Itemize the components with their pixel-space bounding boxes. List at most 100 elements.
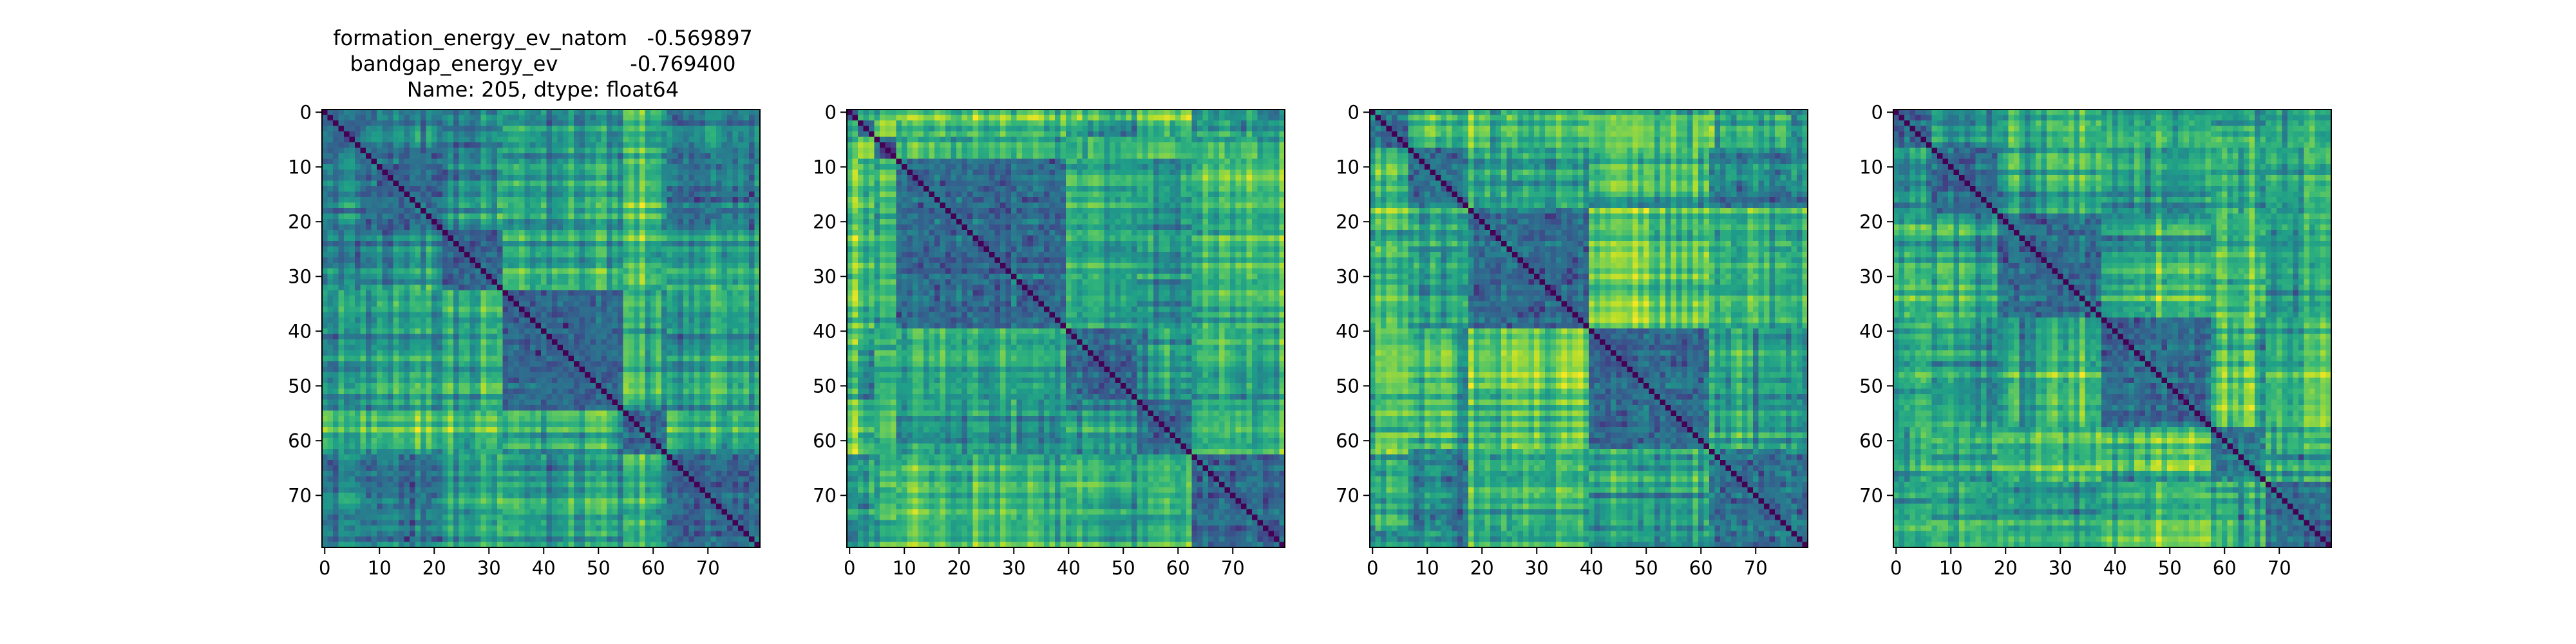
heatmap-cell bbox=[393, 410, 399, 417]
heatmap-cell bbox=[333, 345, 339, 351]
heatmap-cell bbox=[727, 153, 734, 160]
heatmap-cell bbox=[661, 438, 668, 444]
heatmap-cell bbox=[448, 290, 454, 296]
heatmap-cell bbox=[480, 345, 487, 351]
heatmap-cell bbox=[355, 115, 361, 121]
heatmap-cell bbox=[480, 427, 487, 433]
heatmap-cell bbox=[415, 290, 421, 296]
heatmap-cell bbox=[710, 169, 717, 176]
heatmap-cell bbox=[371, 449, 377, 455]
heatmap-cell bbox=[388, 394, 394, 401]
heatmap-cell bbox=[530, 164, 536, 171]
heatmap-cell bbox=[393, 388, 399, 395]
heatmap-cell bbox=[475, 202, 482, 209]
heatmap-cell bbox=[344, 427, 350, 433]
heatmap-cell bbox=[377, 252, 383, 258]
heatmap-cell bbox=[557, 421, 564, 428]
heatmap-cell bbox=[650, 388, 657, 395]
heatmap-cell bbox=[563, 301, 569, 307]
heatmap-cell bbox=[656, 307, 662, 313]
heatmap-cell bbox=[360, 126, 366, 132]
heatmap-cell bbox=[355, 186, 361, 193]
heatmap-cell bbox=[519, 164, 526, 171]
heatmap-cell bbox=[344, 399, 350, 406]
heatmap-cell bbox=[442, 147, 449, 154]
heatmap-cell bbox=[568, 246, 574, 252]
heatmap-cell bbox=[612, 328, 618, 335]
heatmap-cell bbox=[710, 355, 717, 362]
heatmap-cell bbox=[688, 257, 695, 263]
heatmap-cell bbox=[710, 109, 717, 116]
heatmap-cell bbox=[491, 350, 498, 357]
heatmap-cell bbox=[426, 438, 432, 444]
heatmap-cell bbox=[629, 366, 635, 373]
heatmap-cell bbox=[349, 312, 355, 318]
heatmap-cell bbox=[579, 224, 585, 231]
heatmap-cell bbox=[634, 186, 640, 193]
heatmap-cell bbox=[579, 186, 585, 193]
heatmap-cell bbox=[732, 410, 739, 417]
heatmap-cell bbox=[459, 350, 465, 357]
heatmap-cell bbox=[459, 197, 465, 204]
heatmap-cell bbox=[393, 334, 399, 340]
heatmap-cell bbox=[546, 180, 553, 187]
heatmap-cell bbox=[705, 350, 712, 357]
heatmap-cell bbox=[404, 301, 410, 307]
heatmap-cell bbox=[431, 120, 438, 127]
heatmap-cell bbox=[388, 126, 394, 132]
heatmap-cell bbox=[491, 169, 498, 176]
heatmap-cell bbox=[491, 241, 498, 247]
heatmap-cell bbox=[322, 290, 328, 296]
heatmap-cell bbox=[579, 355, 585, 362]
heatmap-cell bbox=[705, 137, 712, 143]
heatmap-cell bbox=[388, 405, 394, 412]
heatmap-cell bbox=[371, 285, 377, 291]
heatmap-cell bbox=[688, 175, 695, 182]
heatmap-cell bbox=[535, 147, 542, 154]
heatmap-cell bbox=[656, 279, 662, 285]
heatmap-cell bbox=[563, 252, 569, 258]
heatmap-cell bbox=[716, 377, 723, 384]
heatmap-cell bbox=[410, 416, 416, 422]
heatmap-cell bbox=[327, 405, 334, 412]
heatmap-cell bbox=[546, 388, 553, 395]
heatmap-cell bbox=[502, 115, 509, 121]
heatmap-cell bbox=[541, 328, 547, 335]
heatmap-cell bbox=[388, 180, 394, 187]
heatmap-cell bbox=[360, 191, 366, 198]
heatmap-cell bbox=[508, 109, 515, 116]
heatmap-cell bbox=[535, 350, 542, 357]
heatmap-cell bbox=[596, 285, 602, 291]
heatmap-cell bbox=[552, 186, 558, 193]
heatmap-cell bbox=[749, 421, 755, 428]
heatmap-cell bbox=[530, 366, 536, 373]
heatmap-cell bbox=[442, 290, 449, 296]
heatmap-cell bbox=[459, 361, 465, 368]
heatmap-cell bbox=[694, 175, 701, 182]
heatmap-cell bbox=[688, 366, 695, 373]
heatmap-cell bbox=[639, 257, 646, 263]
heatmap-cell bbox=[699, 323, 706, 329]
heatmap-cell bbox=[677, 416, 684, 422]
heatmap-cell bbox=[667, 410, 673, 417]
heatmap-cell bbox=[650, 252, 657, 258]
heatmap-cell bbox=[426, 377, 432, 384]
heatmap-cell bbox=[732, 328, 739, 335]
heatmap-cell bbox=[497, 147, 504, 154]
heatmap-cell bbox=[639, 164, 646, 171]
heatmap-cell bbox=[344, 175, 350, 182]
heatmap-cell bbox=[634, 120, 640, 127]
heatmap-cell bbox=[333, 120, 339, 127]
heatmap-cell bbox=[552, 169, 558, 176]
heatmap-cell bbox=[486, 164, 493, 171]
heatmap-cell bbox=[530, 296, 536, 302]
heatmap-cell bbox=[563, 202, 569, 209]
heatmap-cell bbox=[360, 224, 366, 231]
heatmap-cell bbox=[677, 405, 684, 412]
heatmap-cell bbox=[721, 334, 728, 340]
heatmap-cell bbox=[497, 153, 504, 160]
heatmap-cell bbox=[601, 427, 607, 433]
heatmap-cell bbox=[629, 147, 635, 154]
heatmap-cell bbox=[360, 290, 366, 296]
heatmap-cell bbox=[590, 224, 596, 231]
